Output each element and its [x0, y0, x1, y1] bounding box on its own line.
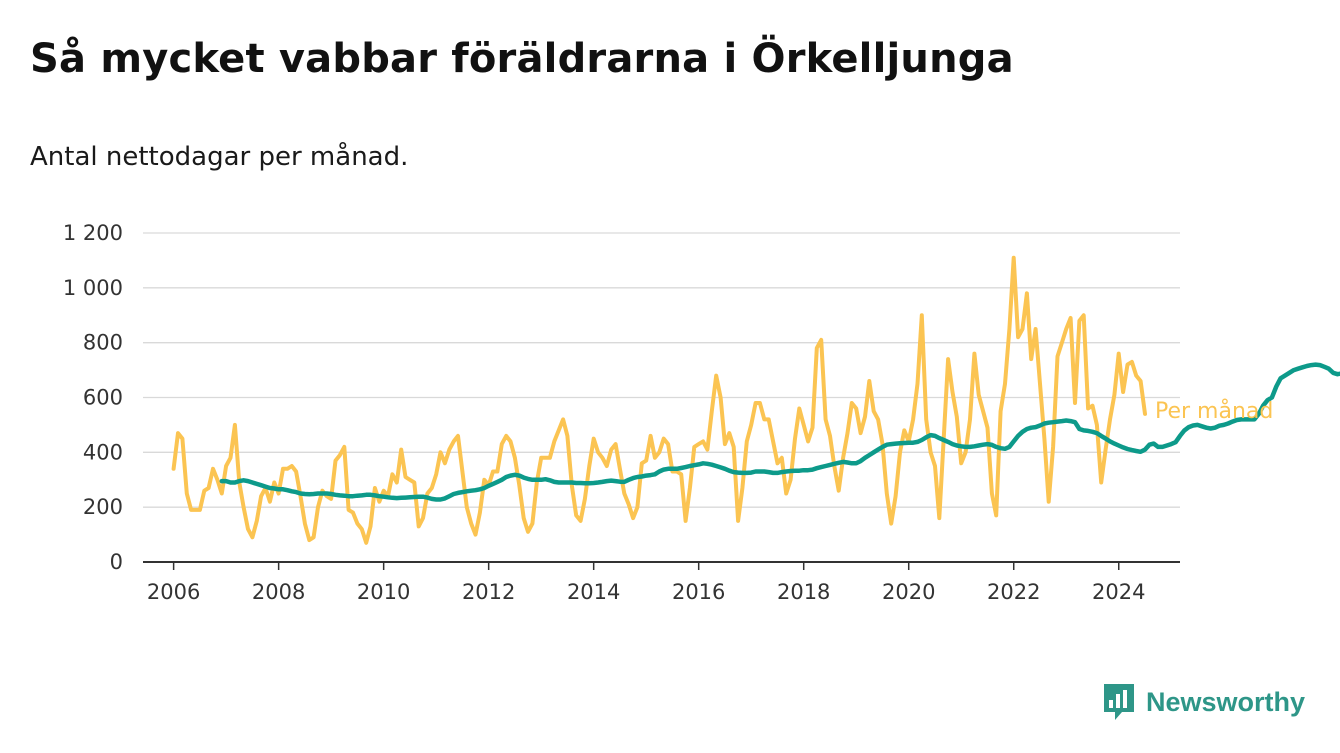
x-tick-label: 2016	[672, 580, 725, 604]
x-tick-label: 2024	[1092, 580, 1145, 604]
x-tick-label: 2018	[777, 580, 830, 604]
x-tick-label: 2020	[882, 580, 935, 604]
series-labels: TrendPer månad	[1155, 398, 1273, 424]
brand-name: Newsworthy	[1146, 686, 1306, 717]
x-tick-label: 2012	[462, 580, 515, 604]
newsworthy-logo-icon	[1104, 684, 1134, 720]
series-label: Per månad	[1155, 398, 1273, 424]
x-tick-label: 2008	[252, 580, 305, 604]
y-tick-label: 800	[83, 331, 123, 355]
x-tick-label: 2022	[987, 580, 1040, 604]
y-tick-label: 200	[83, 495, 123, 519]
chart-subtitle: Antal nettodagar per månad.	[30, 142, 409, 172]
y-axis-ticks: 0 200 400 600 800 1 000 1 200	[63, 221, 123, 574]
y-tick-label: 0	[110, 550, 123, 574]
series-lines	[171, 255, 1340, 545]
x-axis-ticks: 2006 2008 2010 2012 2014 2016 2018 2020 2022 2024	[147, 562, 1145, 604]
x-tick-label: 2006	[147, 580, 200, 604]
x-tick-label: 2014	[567, 580, 620, 604]
brand-logo: Newsworthy	[1102, 682, 1305, 722]
grid-lines	[143, 232, 1180, 508]
series-line-0	[171, 255, 1147, 545]
x-tick-label: 2010	[357, 580, 410, 604]
y-tick-label: 1 000	[63, 276, 123, 300]
y-tick-label: 600	[83, 386, 123, 410]
y-tick-label: 400	[83, 440, 123, 464]
chart-title: Så mycket vabbar föräldrarna i Örkelljun…	[30, 36, 1014, 82]
y-tick-label: 1 200	[63, 221, 123, 245]
series-line-1	[219, 362, 1340, 502]
